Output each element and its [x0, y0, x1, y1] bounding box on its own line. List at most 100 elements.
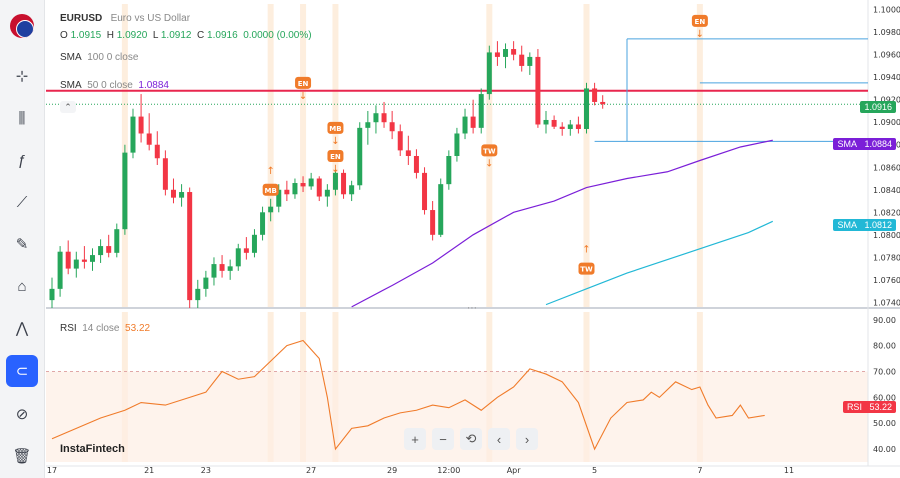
line-tool-icon[interactable]: ⟋ [16, 193, 28, 211]
candle [341, 172, 347, 195]
zoom-in-button[interactable]: + [404, 428, 426, 450]
magnet-icon[interactable]: ⊂ [6, 355, 38, 387]
candle [316, 178, 322, 197]
candle [292, 183, 298, 195]
open-label: O [60, 30, 68, 41]
candle [592, 88, 598, 102]
candle [575, 124, 581, 129]
event-marker [327, 121, 344, 134]
candle [373, 113, 379, 123]
sma50-legend[interactable]: SMA 50 0 close 1.0884 [60, 80, 169, 91]
rsi-tick-label: 80.00 [873, 342, 896, 351]
brand-logo: InstaFintech [60, 443, 125, 455]
zoom-controls: + − ⟲ ‹ › [404, 428, 538, 450]
candle [73, 259, 79, 269]
price-tick-label: 1.0960 [873, 51, 900, 60]
arrow-up-icon: ↑ [582, 245, 590, 256]
time-tick-label: 17 [47, 466, 57, 475]
event-marker [481, 144, 498, 157]
flag-icon[interactable] [10, 14, 34, 38]
event-band [696, 4, 703, 308]
sma100-label: SMA [60, 52, 82, 63]
reset-icon[interactable]: ⟲ [460, 428, 482, 450]
price-tick-label: 1.0920 [873, 96, 900, 105]
candle [430, 210, 436, 235]
event-marker [295, 76, 312, 89]
price-tick-label: 1.0800 [873, 231, 900, 240]
event-band [267, 4, 274, 308]
candle [260, 212, 266, 235]
time-tick-label: 21 [144, 466, 154, 475]
candle [494, 52, 500, 57]
candle [389, 122, 395, 132]
candle [276, 189, 282, 207]
candle [413, 156, 419, 173]
sma100-legend[interactable]: SMA 100 0 close [60, 52, 138, 63]
candle [179, 192, 185, 198]
sma100-tag-value: 1.0812 [864, 220, 892, 230]
collapse-legend-button[interactable]: ⌃ [60, 101, 76, 113]
rsi-price-tag: RSI 53.22 [842, 401, 896, 413]
change-value: 0.0000 (0.00%) [243, 30, 312, 41]
candle [203, 277, 209, 289]
brush-icon[interactable]: ✎ [15, 236, 29, 253]
event-label: TW [580, 266, 593, 274]
event-marker [691, 14, 708, 27]
candle [454, 133, 460, 156]
candle [365, 122, 371, 128]
scroll-right-button[interactable]: › [516, 428, 538, 450]
rsi-line [51, 339, 765, 451]
symbol-legend: EURUSD Euro vs US Dollar [60, 13, 190, 24]
arrow-up-icon: ↑ [266, 166, 274, 177]
candle [478, 94, 484, 128]
scroll-left-button[interactable]: ‹ [488, 428, 510, 450]
arrow-down-icon: ↓ [299, 91, 307, 102]
candle [584, 88, 590, 129]
candle [154, 144, 160, 159]
arrow-down-icon: ↓ [331, 136, 339, 147]
candle [65, 251, 71, 269]
pattern-icon[interactable]: ⋀ [15, 320, 29, 337]
price-tick-label: 1.0860 [873, 163, 900, 172]
candle [438, 184, 444, 235]
price-tick-label: 1.0940 [873, 73, 900, 82]
trash-icon[interactable]: 🗑 [12, 448, 32, 465]
low-label: L [152, 30, 159, 41]
candle [211, 264, 217, 278]
rsi-legend[interactable]: RSI 14 close 53.22 [60, 323, 150, 334]
rsi-label: RSI [60, 323, 77, 334]
shape-icon[interactable]: ⌂ [17, 277, 27, 295]
candle [519, 54, 525, 66]
sma100-line [545, 220, 774, 306]
open-value: 1.0915 [70, 30, 102, 41]
zoom-out-button[interactable]: − [432, 428, 454, 450]
last-price-tag: 1.0916 [860, 101, 896, 113]
ticker: EURUSD [60, 13, 103, 24]
candle [284, 189, 290, 195]
candle [219, 264, 225, 271]
candle [195, 288, 201, 301]
candle [114, 229, 120, 253]
sma50-tag-value: 1.0884 [864, 139, 892, 149]
sma100-price-tag: SMA 1.0812 [833, 219, 896, 231]
close-value: 1.0916 [207, 30, 238, 41]
candle [268, 206, 274, 213]
function-icon[interactable]: ƒ [17, 151, 27, 169]
event-label: EN [298, 80, 309, 88]
candle [503, 49, 509, 57]
candles-icon[interactable]: ⫼ [18, 109, 26, 127]
price-tick-label: 1.1000 [873, 6, 900, 15]
event-marker [578, 262, 595, 275]
sma100-params: 100 0 close [87, 52, 139, 63]
sma50-price-tag: SMA 1.0884 [833, 138, 896, 150]
low-value: 1.0912 [160, 30, 192, 41]
close-label: C [197, 30, 205, 41]
event-marker [262, 183, 279, 196]
panel-resize-handle[interactable]: ⋯ [467, 303, 477, 314]
candle [122, 152, 128, 230]
crosshair-icon[interactable]: ⊹ [15, 68, 29, 85]
eye-off-icon[interactable]: ⊘ [15, 406, 29, 423]
rsi-tick-label: 70.00 [873, 367, 896, 376]
time-tick-label: 29 [387, 466, 397, 475]
